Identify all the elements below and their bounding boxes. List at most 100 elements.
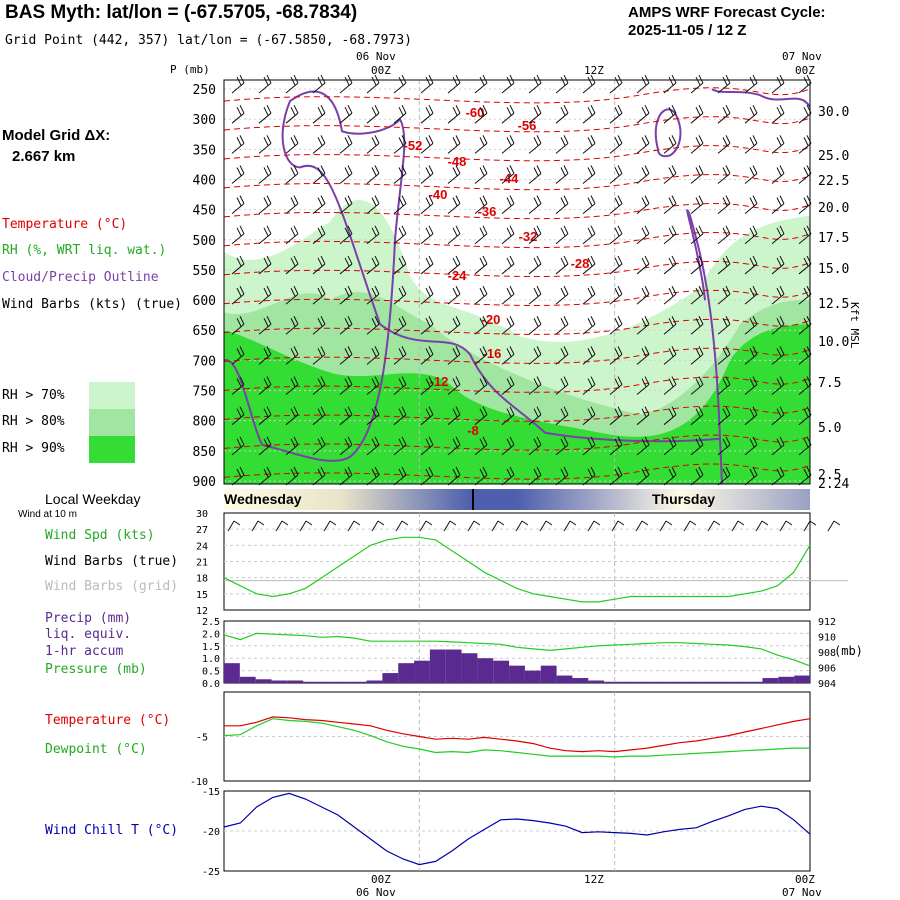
precip-bar [398, 663, 415, 683]
kft-tick-label: 2.5 [818, 468, 841, 483]
rh-80-label: RH > 80% [2, 414, 65, 429]
precip-bar [635, 681, 652, 683]
rh-80-swatch [89, 409, 135, 436]
wind-barb [609, 466, 623, 486]
wind-barb [285, 466, 299, 486]
wind-barb [663, 135, 677, 154]
wind-barb [663, 165, 677, 184]
wind-barb [744, 135, 758, 154]
wind-barb [231, 255, 245, 275]
wind-barb [771, 165, 785, 184]
wind-barb [312, 436, 326, 456]
wind-barb [474, 255, 488, 275]
wind-barb [474, 285, 488, 305]
wind-barb [609, 376, 623, 395]
wind-barb [771, 74, 785, 94]
wind-barb [663, 195, 677, 215]
bottom-date-06nov: 06 Nov [356, 886, 396, 899]
wind-barb [555, 165, 569, 184]
precip-bar [699, 681, 715, 683]
pressure-tick-label: 750 [193, 385, 216, 400]
wind-barb [582, 346, 596, 365]
precip-bar [714, 681, 731, 683]
model-grid-label: Model Grid ΔX: [2, 127, 111, 144]
wind-barb [690, 285, 704, 305]
wind-barb [501, 225, 515, 245]
isotherm-label: -52 [404, 138, 423, 153]
wind-barb [744, 376, 758, 395]
wind-barb [447, 255, 461, 275]
wind-barb [366, 346, 380, 365]
wind-barb [690, 346, 704, 365]
wind-barb [285, 104, 299, 124]
precip-bar [746, 681, 763, 683]
wind-tick-label: 12 [196, 606, 208, 617]
wind-barb [609, 195, 623, 215]
wind-barbs-grid-label: Wind Barbs (grid) [45, 579, 179, 594]
wind-barb [555, 74, 569, 94]
wind-barb [366, 225, 380, 245]
precip-tick-label: 2.5 [202, 617, 220, 628]
wind-barb [501, 104, 515, 124]
wind-barb [528, 436, 542, 456]
wind-barb [366, 74, 380, 94]
isotherm-line [223, 405, 811, 422]
wind-barb [474, 436, 488, 456]
isotherm-label: -24 [448, 268, 468, 283]
wind-barb [690, 436, 704, 456]
wind-barb [447, 406, 461, 426]
wind-barb-true [659, 520, 673, 532]
wind-barb [636, 285, 650, 305]
precip-label-1: Precip (mm) [45, 611, 132, 626]
wind-barb [501, 255, 515, 275]
isotherm-line [223, 87, 811, 104]
wind-barb [339, 104, 353, 124]
wind-barb [447, 104, 461, 124]
wind-barb [366, 255, 380, 275]
precip-bar [524, 670, 541, 683]
isotherm-line [223, 145, 811, 162]
precip-tick-label: 0.5 [202, 667, 220, 678]
wind-barb [231, 285, 245, 305]
pressure-axis-title: P (mb) [170, 63, 210, 76]
wind-barb-true [755, 520, 769, 532]
legend-cloud: Cloud/Precip Outline [2, 270, 159, 285]
temp-tick-label: -10 [190, 777, 208, 788]
wind-tick-label: 21 [196, 558, 208, 569]
wind-barb [663, 406, 677, 426]
wind-barb [231, 466, 245, 486]
precip-bar [350, 681, 367, 683]
wind-barb [528, 165, 542, 184]
wind-barb-true [323, 520, 337, 532]
wind-barb [636, 466, 650, 486]
wind-barb-true [683, 520, 697, 532]
wind-barb [258, 165, 272, 184]
wind-barb [258, 74, 272, 94]
precip-bar [762, 678, 779, 683]
wind-barb [366, 316, 380, 335]
wind-barb [258, 135, 272, 154]
wind-barb [231, 165, 245, 184]
wind-barb [771, 135, 785, 154]
kft-tick-label: 5.0 [818, 421, 841, 436]
wind-barb [393, 74, 407, 94]
isotherm-line [223, 116, 811, 133]
wind-barb [501, 135, 515, 154]
wind-barb [339, 316, 353, 335]
wind-barb [501, 316, 515, 335]
wind-barb [366, 376, 380, 395]
top-time-00z-2: 00Z [795, 64, 815, 77]
wind-barb [339, 436, 353, 456]
pressure-axis-unit: (mb) [834, 644, 863, 658]
precip-label-2: liq. equiv. [45, 627, 132, 642]
wind-barb [366, 104, 380, 124]
wind-barb [528, 406, 542, 426]
wind-barb [663, 466, 677, 486]
wind-barb [771, 255, 785, 275]
wind-barb [474, 466, 488, 486]
wind-spd-label: Wind Spd (kts) [45, 528, 155, 543]
wind-barb [420, 285, 434, 305]
wind-barb [528, 346, 542, 365]
wind-barb [474, 74, 488, 94]
isotherm-line [223, 289, 811, 306]
